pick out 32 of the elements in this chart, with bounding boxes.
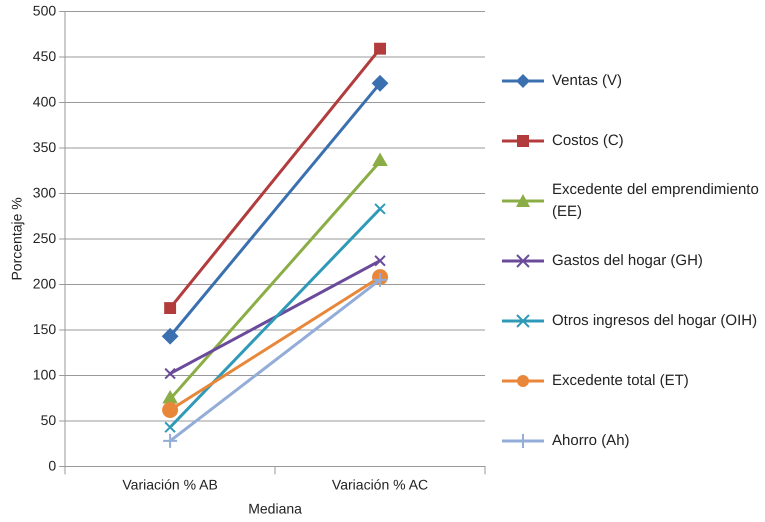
- legend-label: Excedente total (ET): [552, 371, 689, 391]
- y-tick-label: 450: [32, 48, 56, 64]
- point: [162, 432, 178, 449]
- x-axis-title: Mediana: [248, 500, 302, 516]
- y-axis-title: Porcentaje %: [8, 197, 24, 281]
- x-tick-label: Variación % AC: [332, 476, 428, 493]
- legend-label: Gastos del hogar (GH): [552, 251, 703, 271]
- point: [374, 202, 386, 215]
- legend-label: Otros ingresos del hogar (OIH): [552, 311, 758, 331]
- legend-label: Excedente del emprendimiento (EE): [552, 180, 760, 222]
- point: [164, 421, 176, 434]
- y-tick-label: 300: [32, 184, 56, 200]
- y-tick-label: 350: [32, 138, 56, 155]
- x-tick-label: Variación % AB: [122, 476, 218, 493]
- y-tick-label: 250: [32, 230, 56, 246]
- legend-label: Ahorro (Ah): [552, 431, 630, 451]
- y-tick-label: 0: [48, 457, 56, 474]
- point: [164, 302, 176, 314]
- y-tick-label: 400: [32, 93, 56, 110]
- point: [164, 368, 176, 380]
- point: [162, 328, 178, 344]
- legend-label: Ventas (V): [552, 71, 622, 91]
- point: [374, 42, 386, 55]
- y-tick-label: 200: [32, 275, 56, 292]
- y-tick-label: 500: [32, 2, 56, 18]
- point: [162, 402, 178, 418]
- legend-label: Costos (C): [552, 131, 624, 151]
- y-tick-label: 100: [32, 366, 56, 382]
- y-tick-label: 50: [40, 412, 56, 428]
- y-tick-label: 150: [32, 320, 56, 337]
- point: [372, 75, 388, 92]
- point: [374, 254, 386, 267]
